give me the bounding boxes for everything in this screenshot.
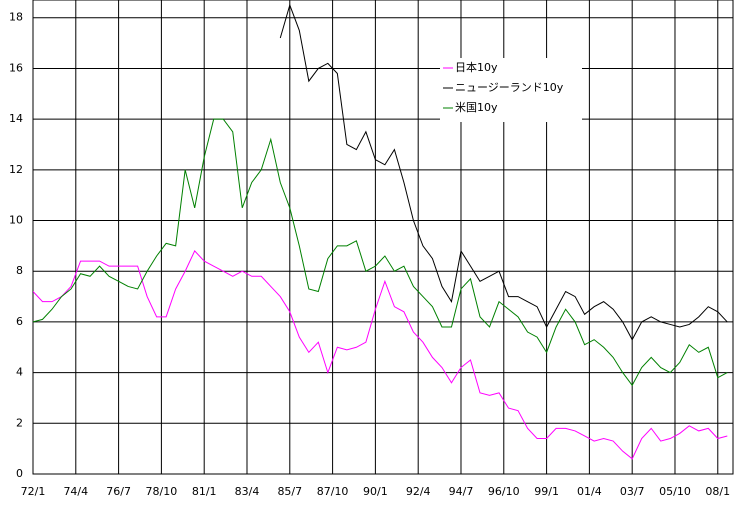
y-tick-label: 12 [9,163,23,176]
y-tick-label: 0 [16,467,23,480]
grid: 0 2 4 6 8 10 12 14 16 18 72/1 74/4 76/7 78/10 81/1 83/4… [9,0,734,498]
y-tick-label: 2 [16,416,23,429]
x-tick-label: 90/1 [363,485,388,498]
x-tick-label: 01/4 [577,485,602,498]
x-tick-label: 05/10 [659,485,691,498]
x-tick-label: 76/7 [106,485,131,498]
y-tick-label: 8 [16,264,23,277]
legend: 日本10y ニュージーランド10y 米国10y [440,58,582,122]
x-tick-label: 96/10 [488,485,520,498]
y-tick-label: 6 [16,315,23,328]
x-tick-label: 03/7 [620,485,645,498]
x-tick-label: 92/4 [406,485,431,498]
series-line [279,3,728,341]
plot-lines [33,3,728,460]
x-tick-label: 94/7 [449,485,474,498]
legend-label: 日本10y [455,60,498,74]
x-tick-label: 87/10 [317,485,349,498]
series-line [33,118,728,387]
legend-label: ニュージーランド10y [455,81,564,94]
x-tick-label: 74/4 [63,485,88,498]
y-tick-label: 14 [9,112,23,125]
x-tick-label: 85/7 [277,485,302,498]
y-tick-label: 4 [16,366,23,379]
y-tick-label: 18 [9,11,23,24]
x-tick-label: 72/1 [21,485,46,498]
legend-label: 米国10y [455,101,498,114]
x-tick-label: 08/1 [705,485,730,498]
x-tick-label: 78/10 [146,485,178,498]
x-tick-label: 83/4 [235,485,260,498]
plot-background [32,0,734,475]
series-line [33,250,728,460]
legend-box [440,58,582,122]
y-tick-label: 10 [9,214,23,227]
y-tick-label: 16 [9,61,23,74]
x-tick-label: 81/1 [192,485,217,498]
x-tick-label: 99/1 [534,485,559,498]
